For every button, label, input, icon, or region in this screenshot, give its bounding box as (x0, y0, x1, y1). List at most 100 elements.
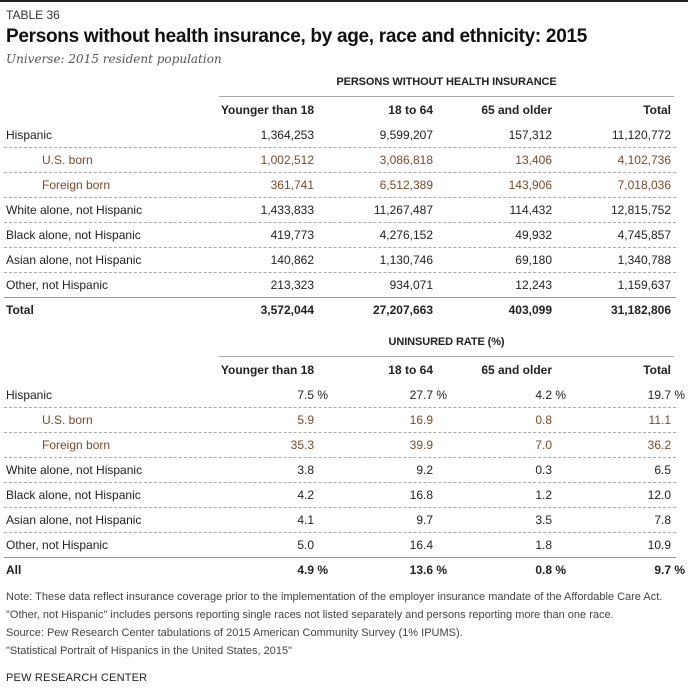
table-cell: 7.0 (535, 438, 552, 452)
table-row: U.S. born 5.9 16.9 0.8 11.1 (4, 408, 676, 433)
table-cell: 1,002,512 (260, 153, 314, 167)
row-divider (4, 272, 676, 273)
table-cell: 35.3 (290, 438, 314, 452)
table-cell: 934,071 (389, 278, 433, 292)
table-cell: 6,512,389 (379, 178, 433, 192)
table-cell: 12,243 (515, 278, 552, 292)
table-row: Foreign born 35.3 39.9 7.0 36.2 (4, 433, 676, 458)
table-row: White alone, not Hispanic 3.8 9.2 0.3 6.5 (4, 458, 676, 483)
column-header-row: Younger than 18 18 to 64 65 and older Total (4, 358, 676, 383)
row-divider (4, 482, 676, 483)
row-label: All (6, 563, 22, 577)
table-row: Black alone, not Hispanic 419,773 4,276,15… (4, 223, 676, 248)
table-row: Total 3,572,044 27,207,663 403,099 31,182,80… (4, 298, 676, 323)
table-cell: 0.3 (535, 463, 552, 477)
row-label: Foreign born (42, 438, 111, 452)
table-cell: 3.8 (297, 463, 314, 477)
row-label: White alone, not Hispanic (6, 203, 143, 217)
table-cell: 114,432 (509, 203, 553, 217)
table-row: Other, not Hispanic 5.0 16.4 1.8 10.9 (4, 533, 676, 558)
row-divider (4, 197, 676, 198)
row-label: Hispanic (6, 388, 53, 402)
table-cell: 213,323 (270, 278, 314, 292)
table-cell: 39.9 (409, 438, 433, 452)
table-cell: 4.2 (297, 488, 314, 502)
column-header: Total (643, 363, 671, 377)
table-row: Asian alone, not Hispanic 4.1 9.7 3.5 7.8 (4, 508, 676, 533)
row-divider (4, 407, 676, 408)
column-header: 18 to 64 (388, 363, 433, 377)
table-cell: 9.2 (416, 463, 433, 477)
table-cell: 4,276,152 (379, 228, 433, 242)
group-rule (219, 96, 674, 97)
table-cell: 403,099 (508, 303, 552, 317)
table-cell: 0.8 (535, 413, 552, 427)
row-label: Hispanic (6, 128, 53, 142)
table-cell: 27.7 % (409, 388, 447, 402)
table-cell: 1,433,833 (260, 203, 314, 217)
table-cell: 31,182,806 (610, 303, 671, 317)
table-cell: 4.2 % (535, 388, 566, 402)
table-cell: 1.8 (535, 538, 552, 552)
group-rule (219, 356, 674, 357)
table-cell: 7.8 (654, 513, 671, 527)
table-label: TABLE 36 (6, 8, 60, 22)
table-cell: 6.5 (654, 463, 671, 477)
table-row: Hispanic 7.5 % 27.7 % 4.2 % 19.7 % (4, 383, 685, 408)
column-header-row: Younger than 18 18 to 64 65 and older Total (4, 98, 676, 123)
column-header: 65 and older (481, 363, 552, 377)
row-label: Black alone, not Hispanic (6, 228, 141, 242)
table-row: Other, not Hispanic 213,323 934,071 12,243 1… (4, 273, 676, 298)
table-cell: 27,207,663 (372, 303, 433, 317)
row-divider (4, 432, 676, 433)
table-cell: 1,130,746 (379, 253, 433, 267)
table-cell: 13,406 (515, 153, 552, 167)
table-row: All 4.9 % 13.6 % 0.8 % 9.7 % (4, 558, 685, 583)
row-divider (4, 222, 676, 223)
table-cell: 16.9 (409, 413, 433, 427)
row-divider (4, 557, 676, 558)
row-divider (4, 507, 676, 508)
table-cell: 4,102,736 (617, 153, 671, 167)
table-cell: 1,340,788 (617, 253, 671, 267)
footer-logo-text: PEW RESEARCH CENTER (6, 672, 148, 684)
page-title: Persons without health insurance, by age… (6, 26, 587, 47)
row-label: White alone, not Hispanic (6, 463, 143, 477)
table-cell: 11,267,487 (373, 203, 433, 217)
table-cell: 69,180 (515, 253, 552, 267)
table-row: U.S. born 1,002,512 3,086,818 13,406 4,102,7… (4, 148, 676, 173)
table-cell: 16.8 (409, 488, 433, 502)
column-header: Younger than 18 (220, 103, 314, 117)
row-label: Asian alone, not Hispanic (6, 253, 142, 267)
table-cell: 49,932 (515, 228, 552, 242)
table-cell: 4.1 (297, 513, 314, 527)
table-cell: 36.2 (647, 438, 671, 452)
table-cell: 3,086,818 (379, 153, 433, 167)
top-rule (0, 0, 688, 2)
table-cell: 157,312 (508, 128, 552, 142)
report-title: "Statistical Portrait of Hispanics in th… (6, 645, 293, 657)
subtitle: Universe: 2015 resident population (6, 52, 222, 66)
table-cell: 3,572,044 (260, 303, 314, 317)
table-cell: 19.7 % (647, 388, 685, 402)
row-label: Foreign born (42, 178, 111, 192)
table-cell: 419,773 (270, 228, 314, 242)
table-cell: 10.9 (647, 538, 671, 552)
column-header: 65 and older (481, 103, 552, 117)
table-cell: 13.6 % (409, 563, 447, 577)
table-cell: 140,862 (270, 253, 314, 267)
row-divider (4, 532, 676, 533)
table-cell: 7,018,036 (617, 178, 671, 192)
table-cell: 4.9 % (297, 563, 328, 577)
row-label: Black alone, not Hispanic (6, 488, 141, 502)
table-row: Hispanic 1,364,253 9,599,207 157,312 11,120,… (4, 123, 676, 148)
row-label: Total (6, 303, 34, 317)
table-cell: 11,120,772 (611, 128, 671, 142)
row-divider (4, 457, 676, 458)
row-label: Other, not Hispanic (6, 278, 109, 292)
table-cell: 361,741 (270, 178, 314, 192)
table-cell: 11.1 (648, 413, 671, 427)
row-label: Other, not Hispanic (6, 538, 109, 552)
row-label: Asian alone, not Hispanic (6, 513, 142, 527)
table-cell: 143,906 (508, 178, 552, 192)
